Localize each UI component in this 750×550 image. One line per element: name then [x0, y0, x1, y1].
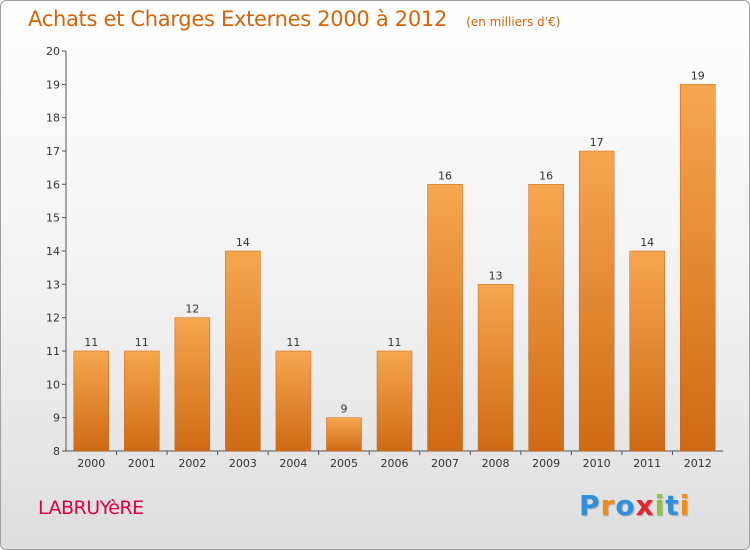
y-axis: 8 9 10 11 12 13 14 15 16 17 18 19 20 [46, 45, 67, 458]
brand-letter: i [654, 489, 666, 522]
data-label-2012: 19 [691, 69, 705, 82]
y-tick-label: 10 [46, 378, 60, 391]
bar-2000 [73, 350, 110, 452]
data-label-2004: 11 [286, 336, 300, 349]
brand-letter: i [679, 489, 691, 522]
y-tick-label: 9 [53, 412, 60, 425]
brand-letter: P [579, 489, 601, 522]
y-tick-label: 8 [53, 445, 60, 458]
y-tick-label: 20 [46, 45, 60, 58]
town-name: LABRUYèRE [38, 497, 144, 519]
chart-subtitle: (en milliers d'€) [466, 15, 561, 29]
x-tick-label-2008: 2008 [482, 457, 510, 470]
bar-2005 [326, 417, 362, 452]
brand-letter: o [615, 489, 636, 522]
x-tick-label-2006: 2006 [381, 457, 409, 470]
x-tick-label-2002: 2002 [178, 457, 206, 470]
x-tick-label-2004: 2004 [279, 457, 307, 470]
data-label-2002: 12 [185, 303, 199, 316]
y-tick-label: 13 [46, 278, 60, 291]
y-tick-label: 19 [46, 78, 60, 91]
x-tick-label-2005: 2005 [330, 457, 358, 470]
data-label-2011: 14 [640, 236, 654, 249]
proxiti-logo[interactable]: Proxiti [579, 489, 690, 522]
y-tick-label: 16 [46, 178, 60, 191]
data-label-2005: 9 [340, 403, 347, 416]
x-axis: 2000 2001 2002 2003 2004 2005 2006 2007 2008 2009… [66, 450, 723, 470]
data-label-2001: 11 [135, 336, 149, 349]
x-tick-label-2010: 2010 [583, 457, 611, 470]
bar-2007 [427, 184, 463, 452]
x-tick-label-2000: 2000 [77, 457, 105, 470]
data-label-2003: 14 [236, 236, 250, 249]
bar-2004 [275, 350, 312, 452]
title-block: Achats et Charges Externes 2000 à 2012 (… [28, 7, 560, 31]
y-tick-label: 11 [46, 345, 60, 358]
x-tick-label-2009: 2009 [532, 457, 560, 470]
bar-2012 [679, 84, 716, 452]
data-label-2000: 11 [84, 336, 98, 349]
bar-2006 [376, 350, 413, 452]
y-tick-label: 15 [46, 212, 60, 225]
y-tick-label: 14 [46, 245, 60, 258]
bars [73, 84, 716, 452]
bar-2009 [528, 184, 564, 452]
bar-2011 [629, 250, 665, 452]
data-label-2010: 17 [590, 136, 604, 149]
data-label-2008: 13 [489, 269, 503, 282]
y-tick-label: 12 [46, 312, 60, 325]
bar-2003 [225, 250, 261, 452]
x-tick-label-2003: 2003 [229, 457, 257, 470]
y-tick-label: 18 [46, 112, 60, 125]
y-tick-label: 17 [46, 145, 60, 158]
data-label-2006: 11 [388, 336, 402, 349]
brand-letter: t [665, 489, 680, 522]
bar-2002 [174, 317, 211, 452]
x-tick-label-2011: 2011 [633, 457, 661, 470]
x-tick-label-2007: 2007 [431, 457, 459, 470]
x-tick-label-2012: 2012 [684, 457, 712, 470]
brand-letter: x [635, 489, 655, 522]
bar-2010 [578, 150, 615, 452]
data-labels: 11 11 12 14 11 9 11 16 13 16 17 14 19 [84, 69, 704, 415]
x-tick-label-2001: 2001 [128, 457, 156, 470]
brand-letter: r [600, 489, 616, 522]
chart-title: Achats et Charges Externes 2000 à 2012 [28, 7, 448, 31]
data-label-2009: 16 [539, 169, 553, 182]
data-label-2007: 16 [438, 169, 452, 182]
bar-2008 [477, 284, 514, 452]
bar-2001 [124, 350, 160, 452]
